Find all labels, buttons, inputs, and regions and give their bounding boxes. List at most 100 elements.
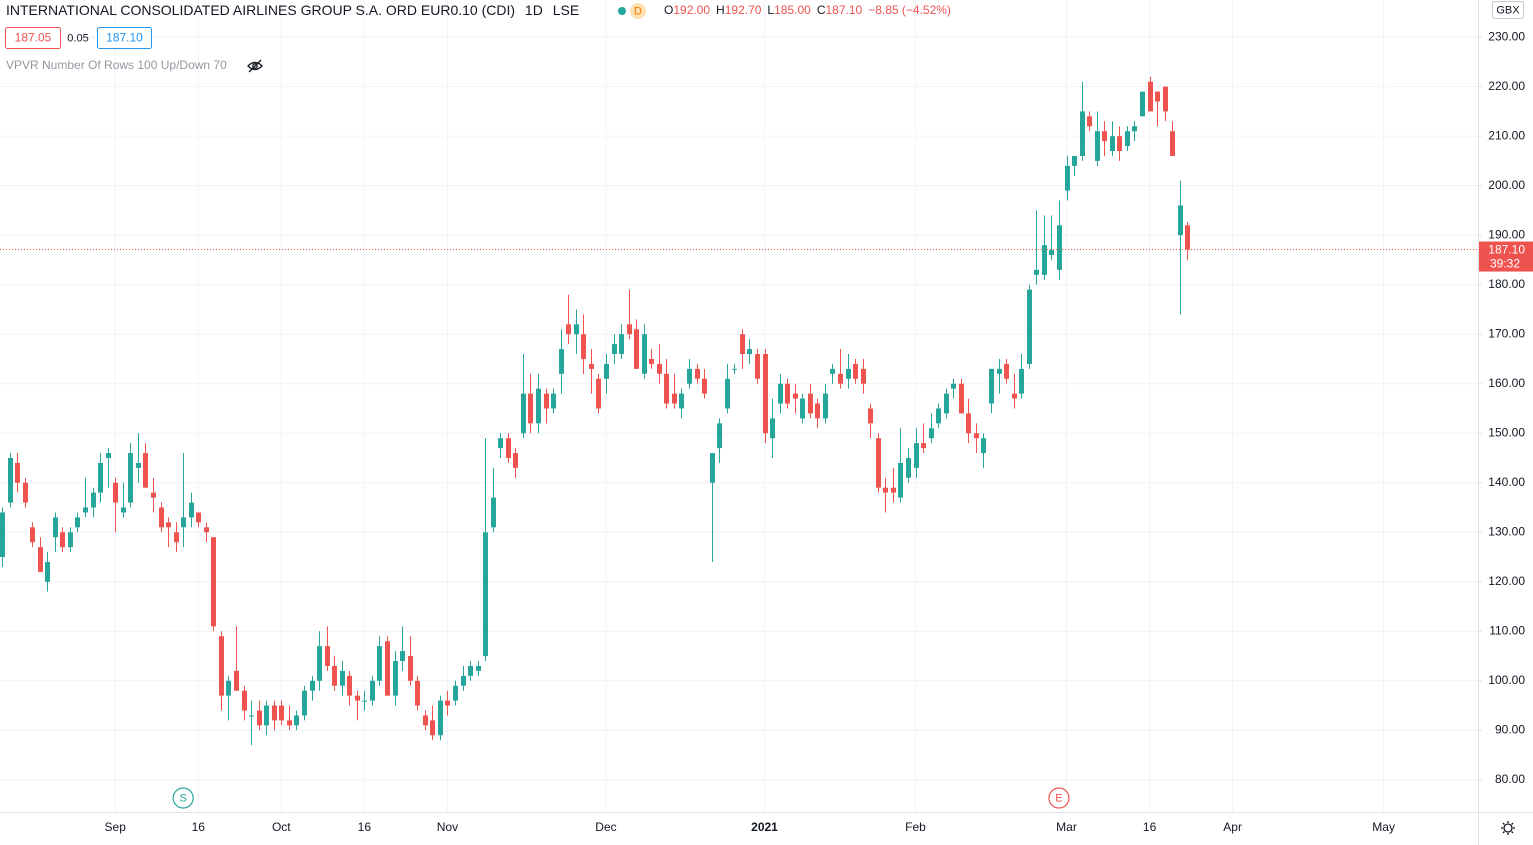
- candle-body: [8, 457, 13, 503]
- settings-icon[interactable]: [1501, 821, 1515, 835]
- eye-slash: [248, 59, 262, 73]
- candle-body: [642, 334, 647, 374]
- candle-body: [310, 680, 315, 691]
- badge-circle: [630, 3, 646, 19]
- candle-body: [128, 453, 133, 503]
- y-tick-label: 180.00: [1488, 277, 1525, 291]
- x-tick-label: May: [1372, 820, 1395, 834]
- candle-body: [559, 349, 564, 374]
- candle-body: [468, 665, 473, 676]
- interval: 1D: [525, 2, 543, 18]
- candle-body: [287, 720, 292, 726]
- candle-body: [234, 670, 239, 691]
- event-marker[interactable]: [1048, 787, 1070, 809]
- y-tick-label: 130.00: [1488, 524, 1525, 538]
- candle-body: [936, 408, 941, 424]
- candle-body: [1087, 116, 1092, 127]
- candle-body: [196, 512, 201, 523]
- y-tick-label: 90.00: [1495, 722, 1525, 736]
- symbol-title: INTERNATIONAL CONSOLIDATED AIRLINES GROU…: [6, 2, 515, 18]
- candle-body: [91, 492, 96, 508]
- candle-body: [838, 373, 843, 384]
- bar-countdown: 39:32: [1490, 257, 1520, 271]
- market-status-dot: [618, 7, 626, 15]
- currency-box[interactable]: [1492, 1, 1524, 19]
- candle-body: [763, 354, 768, 434]
- y-tick-label: 210.00: [1488, 128, 1525, 142]
- candle-body: [966, 413, 971, 434]
- candle-body: [181, 517, 186, 528]
- y-tick-label: 230.00: [1488, 29, 1525, 43]
- ask-box[interactable]: [97, 27, 152, 49]
- y-tick-label: 200.00: [1488, 178, 1525, 192]
- candle-body: [1065, 165, 1070, 191]
- x-tick-label: Mar: [1056, 820, 1077, 834]
- candle-body: [121, 507, 126, 513]
- candle-body: [1102, 131, 1107, 142]
- candle-body: [461, 675, 466, 686]
- candle-body: [664, 373, 669, 404]
- ask-price: 187.10: [106, 31, 143, 45]
- candle-body: [75, 517, 80, 528]
- candle-body: [596, 378, 601, 409]
- exchange: LSE: [553, 2, 579, 18]
- candle-body: [0, 512, 5, 558]
- bid-box[interactable]: [5, 27, 61, 49]
- grid-layer: [0, 0, 1478, 812]
- ohlc-key: H: [716, 3, 725, 17]
- candle-body: [725, 378, 730, 409]
- candle-body: [136, 462, 141, 468]
- candle-body: [921, 443, 926, 449]
- ohlc-key: L: [767, 3, 774, 17]
- candle-body: [536, 388, 541, 424]
- candle-body: [687, 368, 692, 384]
- candle-body: [944, 393, 949, 414]
- candle-body: [166, 522, 171, 528]
- candle-body: [430, 720, 435, 736]
- candle-body: [710, 453, 715, 483]
- candle-body: [53, 517, 58, 538]
- candle-body: [1012, 393, 1017, 399]
- candle-body: [257, 710, 262, 726]
- candle-body: [68, 532, 73, 548]
- candle-body: [1132, 126, 1137, 132]
- candle-body: [143, 453, 148, 488]
- event-label: S: [179, 792, 186, 804]
- candle-body: [272, 705, 277, 721]
- candle-body: [355, 695, 360, 701]
- currency-label: GBX: [1496, 4, 1520, 16]
- candle-body: [906, 457, 911, 478]
- ohlc-key: C: [817, 3, 826, 17]
- x-tick-label: 2021: [751, 820, 778, 834]
- candle-body: [861, 368, 866, 384]
- event-marker[interactable]: [172, 787, 194, 809]
- badge-label: D: [634, 5, 642, 17]
- ohlc-key: O: [664, 3, 673, 17]
- candle-body: [989, 368, 994, 404]
- candle-body: [211, 537, 216, 627]
- candle-body: [778, 383, 783, 404]
- candle-body: [408, 656, 413, 681]
- candle-body: [249, 715, 254, 717]
- candle-body: [98, 462, 103, 493]
- candle-body: [1155, 91, 1160, 102]
- candle-body: [830, 368, 835, 374]
- ohlc-value: 192.70: [725, 3, 762, 17]
- candle-body: [347, 675, 352, 696]
- candle-body: [242, 690, 247, 711]
- candle-body: [279, 705, 284, 721]
- candle-body: [1110, 136, 1115, 152]
- candle-body: [491, 497, 496, 528]
- candle-body: [679, 393, 684, 409]
- hide-indicator-icon[interactable]: [247, 59, 263, 73]
- candle-body: [174, 532, 179, 543]
- y-tick-label: 140.00: [1488, 475, 1525, 489]
- candle-body: [528, 393, 533, 424]
- candle-body: [393, 660, 398, 696]
- last-price-label: 187.10: [1488, 243, 1525, 257]
- candle-body: [385, 641, 390, 696]
- y-tick-label: 150.00: [1488, 425, 1525, 439]
- candle-body: [649, 358, 654, 364]
- candle-body: [521, 393, 526, 434]
- candle-body: [45, 561, 50, 582]
